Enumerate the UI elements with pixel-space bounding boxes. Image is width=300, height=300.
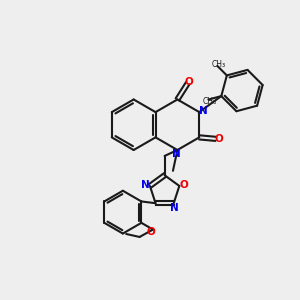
Text: O: O bbox=[215, 134, 224, 144]
Text: N: N bbox=[170, 203, 179, 213]
Text: O: O bbox=[185, 76, 194, 87]
Text: O: O bbox=[147, 227, 156, 237]
Text: N: N bbox=[141, 180, 150, 190]
Text: N: N bbox=[200, 106, 208, 116]
Text: N: N bbox=[172, 148, 180, 159]
Text: CH₃: CH₃ bbox=[212, 60, 226, 69]
Text: O: O bbox=[180, 180, 188, 190]
Text: CH₃: CH₃ bbox=[203, 97, 217, 106]
